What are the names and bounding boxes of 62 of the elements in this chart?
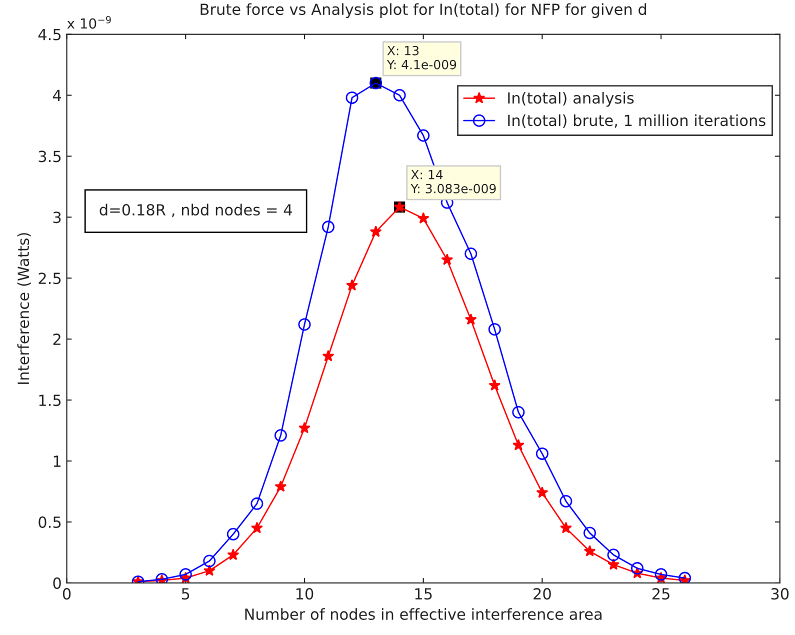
point xyxy=(417,129,430,142)
point xyxy=(607,548,620,562)
point xyxy=(393,89,406,102)
point xyxy=(322,220,335,234)
legend-label: In(total) analysis xyxy=(508,92,634,107)
y-tick-label: 4.5 xyxy=(38,28,61,40)
x-axis-title: Number of nodes in effective interference area xyxy=(245,608,602,620)
x-tick-label: 0 xyxy=(62,588,71,600)
chart-title: Brute force vs Analysis plot for In(total) for NFP for given d xyxy=(200,3,646,18)
point xyxy=(203,564,216,576)
point xyxy=(560,522,572,534)
point xyxy=(250,522,263,534)
point xyxy=(179,568,192,581)
x-tick-label: 10 xyxy=(296,588,314,600)
y-tick-label: 4 xyxy=(52,90,62,102)
y-tick-label: 2 xyxy=(53,334,60,345)
y-tick-label: 3.5 xyxy=(38,150,61,162)
point xyxy=(298,318,311,331)
x-tick-label: 15 xyxy=(415,588,432,600)
point xyxy=(631,562,644,575)
point xyxy=(608,558,620,570)
point xyxy=(536,486,548,498)
point xyxy=(370,226,382,237)
point xyxy=(464,247,478,260)
point xyxy=(536,447,548,460)
legend-label: In(total) brute, 1 million iterations xyxy=(508,114,766,128)
x-tick-label: 20 xyxy=(534,588,551,600)
text: x 10$^{−9}$ xyxy=(67,16,111,29)
point xyxy=(346,279,358,291)
point xyxy=(274,480,287,492)
x-tick-label: 30 xyxy=(771,588,789,600)
point xyxy=(583,526,596,540)
y-tick-label: 2.5 xyxy=(38,272,61,284)
y-tick-label: 0.5 xyxy=(38,516,61,528)
point xyxy=(464,313,477,325)
point xyxy=(226,528,240,540)
annotation: d=0.18R , nbd nodes = 4 xyxy=(100,204,292,218)
y-tick-label: 1.5 xyxy=(39,394,61,406)
y-tick-label: 1 xyxy=(54,456,61,467)
point xyxy=(227,548,240,560)
x-tick-label: 5 xyxy=(182,588,190,600)
annotation: X: 13 Y: 4.1e-009 xyxy=(386,46,456,70)
point xyxy=(488,379,501,391)
point xyxy=(441,254,454,266)
annotation: X: 14 Y: 3.083e-009 xyxy=(410,170,496,194)
point xyxy=(274,429,287,442)
point xyxy=(322,350,334,362)
point xyxy=(298,422,310,434)
point xyxy=(488,323,501,336)
point xyxy=(654,568,668,581)
y-axis-title: Interference (Watts) xyxy=(17,233,31,384)
point xyxy=(417,212,430,224)
y-tick-label: 3 xyxy=(53,212,61,224)
y-tick-label: 0 xyxy=(53,577,61,589)
x-tick-label: 25 xyxy=(652,588,670,600)
point xyxy=(512,406,525,418)
point xyxy=(560,494,572,508)
point xyxy=(512,438,524,450)
point xyxy=(203,554,216,568)
point xyxy=(584,544,596,556)
point xyxy=(250,497,264,510)
point xyxy=(346,91,358,104)
